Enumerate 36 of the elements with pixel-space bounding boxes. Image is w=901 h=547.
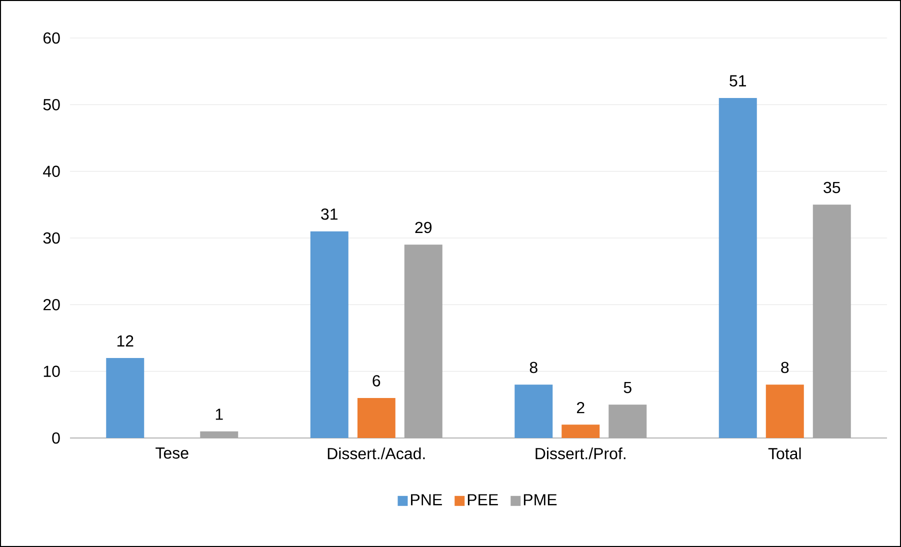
y-tick-label: 40	[43, 166, 60, 177]
data-label: 29	[415, 222, 432, 234]
bar	[514, 384, 553, 438]
bar	[766, 384, 804, 438]
y-tick-label: 30	[43, 232, 60, 244]
data-label: 35	[824, 182, 840, 194]
y-tick-label: 0	[52, 432, 60, 444]
y-tick-label: 60	[43, 32, 60, 44]
y-tick-label: 50	[43, 99, 60, 110]
data-label: 8	[781, 362, 789, 374]
bar	[200, 431, 238, 438]
y-tick-label: 10	[44, 366, 60, 377]
data-label: 51	[730, 75, 746, 86]
bar	[357, 398, 396, 438]
legend-label: PEE	[468, 494, 498, 506]
data-label: 5	[624, 382, 632, 394]
x-tick-label: Total	[768, 448, 801, 460]
bar	[562, 424, 600, 438]
bar	[310, 231, 348, 438]
bar	[812, 204, 851, 438]
x-tick-label: Tese	[156, 448, 188, 459]
data-label: 2	[576, 402, 584, 414]
data-label: 31	[321, 208, 338, 220]
data-label: 12	[117, 335, 134, 346]
bar	[608, 404, 647, 438]
legend-label: PNE	[411, 494, 442, 506]
bar	[404, 244, 442, 438]
bar	[106, 358, 144, 438]
data-label: 1	[216, 408, 223, 420]
bar	[718, 98, 757, 438]
legend-label: PME	[524, 494, 557, 506]
x-tick-label: Dissert./Acad.	[328, 448, 425, 460]
x-tick-label: Dissert./Prof.	[536, 448, 626, 460]
data-label: 8	[530, 362, 538, 374]
data-label: 6	[372, 375, 380, 386]
y-tick-label: 20	[43, 299, 60, 310]
